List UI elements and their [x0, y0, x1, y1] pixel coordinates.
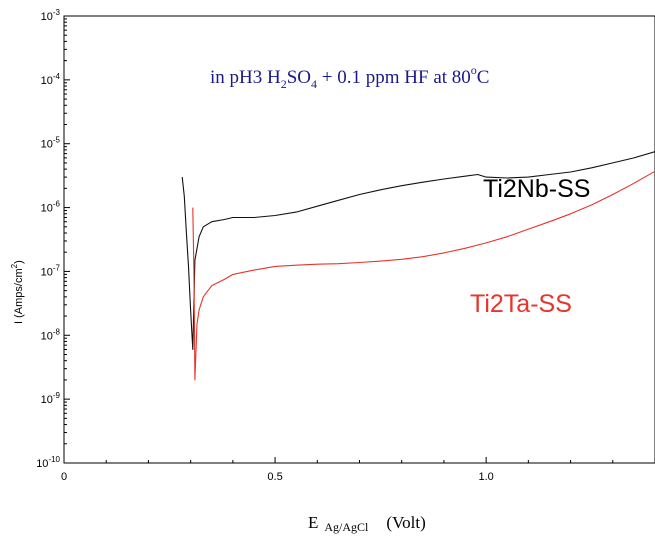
- x-axis-title-main: E: [308, 513, 318, 532]
- y-tick-label: 10-5: [41, 136, 61, 151]
- x-tick-label: 1.0: [478, 471, 493, 483]
- series-label-ti2nb: Ti2Nb-SS: [483, 175, 590, 203]
- y-tick-label: 10-8: [41, 327, 61, 342]
- y-axis-title-sup: 2: [10, 263, 19, 268]
- y-tick-label: 10-6: [41, 200, 61, 215]
- x-tick-label: 0.5: [267, 471, 282, 483]
- y-tick-label: 10-4: [41, 72, 61, 87]
- series-line-ti2nb-ss: [181, 151, 655, 351]
- annotation-sub2: 4: [311, 77, 317, 91]
- x-tick-label: 0: [61, 471, 67, 483]
- annotation-mid: SO: [287, 67, 311, 88]
- y-axis-title-close: ): [13, 260, 25, 264]
- annotation-sub1: 2: [281, 77, 287, 91]
- annotation-sup: o: [471, 63, 477, 77]
- y-axis-ticks: 10-3 10-4 10-5 10-6 10-7 10-8 10-9 10-10: [36, 8, 70, 470]
- x-axis-ticks: 0 0.5 1.0: [61, 457, 614, 483]
- series-group: [181, 151, 655, 381]
- annotation-prefix: in pH3 H: [210, 67, 281, 88]
- y-axis-title-main: I (Amps/cm: [13, 268, 25, 324]
- series-line-ti2ta-ss: [192, 170, 655, 381]
- chart-annotation: in pH3 H2SO4 + 0.1 ppm HF at 80oC: [210, 63, 489, 91]
- x-axis-title-unit: (Volt): [386, 513, 425, 532]
- y-tick-label: 10-7: [41, 263, 61, 278]
- x-axis-title-sub: Ag/AgCl: [324, 520, 369, 534]
- x-axis-title: E Ag/AgCl (Volt): [308, 513, 426, 534]
- y-tick-label: 10-9: [41, 391, 61, 406]
- y-tick-label: 10-10: [36, 455, 60, 470]
- y-axis-title: I (Amps/cm2): [10, 260, 25, 324]
- annotation-rest: + 0.1 ppm HF at 80: [317, 67, 471, 88]
- annotation-suffix: C: [477, 67, 490, 88]
- y-tick-label: 10-3: [41, 8, 61, 23]
- series-label-ti2ta: Ti2Ta-SS: [470, 290, 572, 318]
